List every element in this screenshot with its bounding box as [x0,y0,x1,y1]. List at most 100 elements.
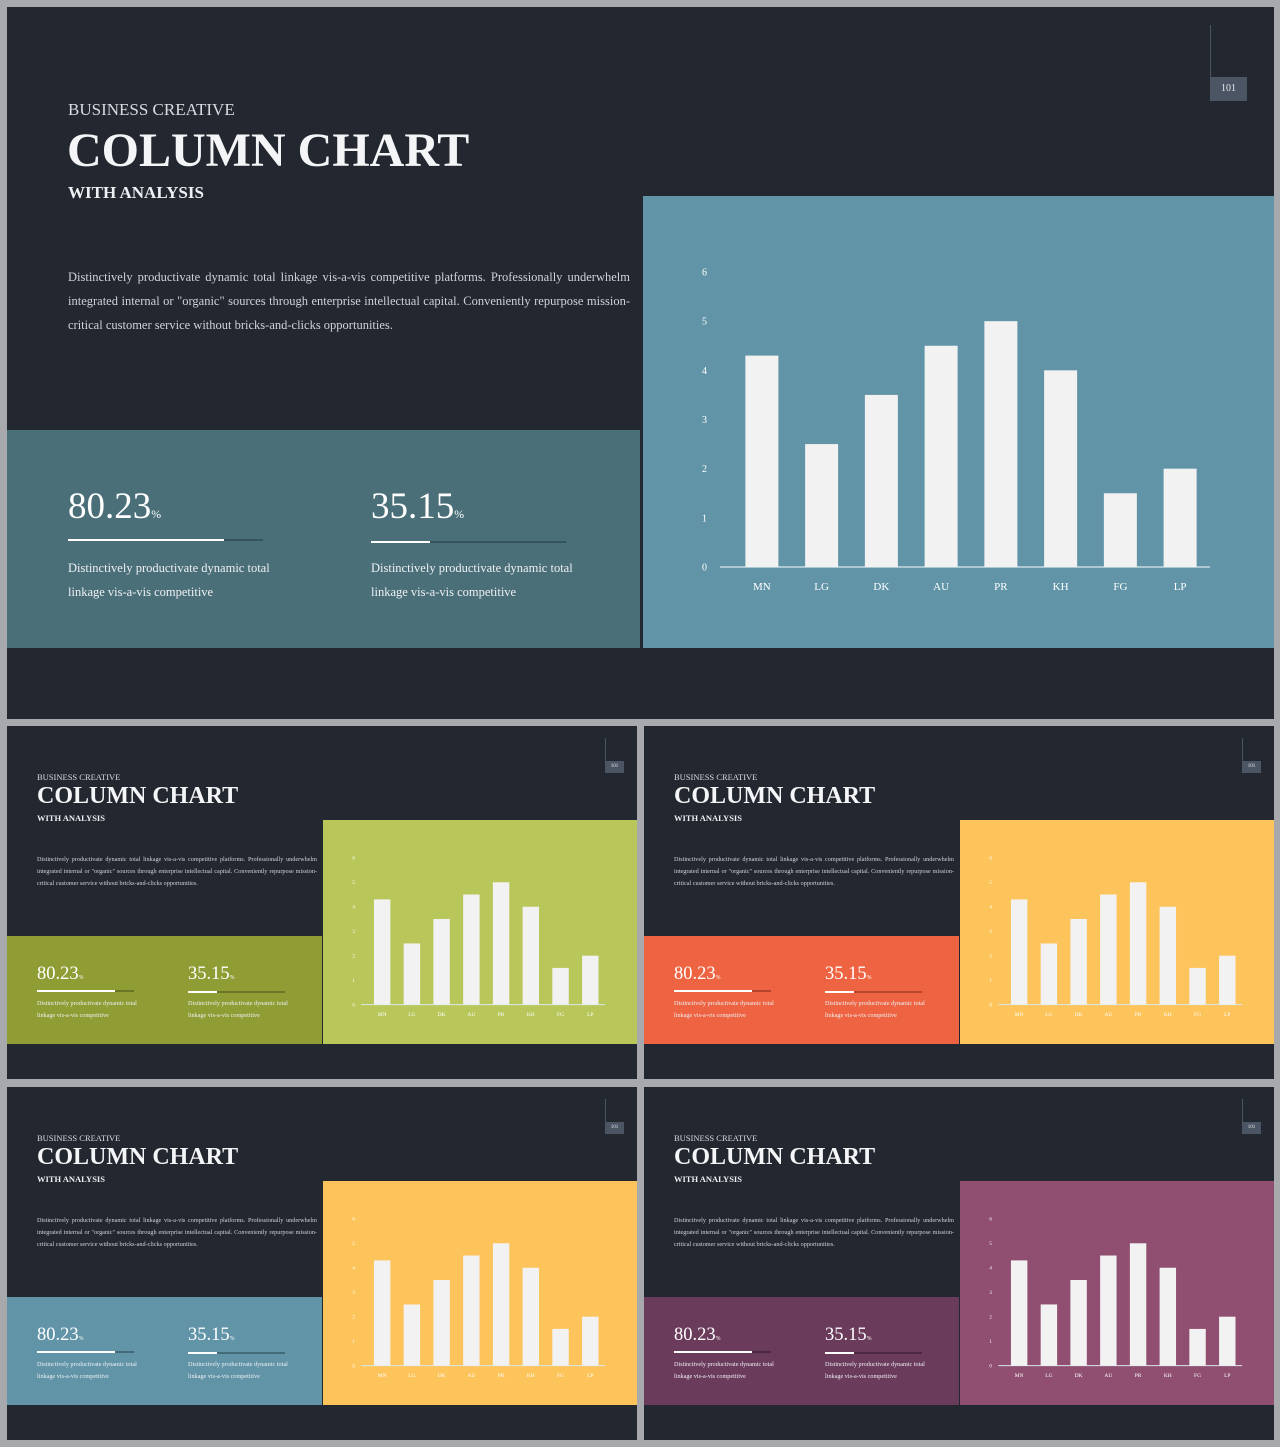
stat-value: 35.15% [825,963,935,989]
bar-mn [1010,899,1028,1005]
bar-dk [1070,918,1087,1005]
x-tick-label: AU [467,1012,475,1018]
bar-au [463,1255,480,1366]
x-tick-label: FG [557,1012,564,1018]
bar-lp [1219,1316,1236,1366]
page-subtitle: WITH ANALYSIS [674,1174,742,1184]
bar-lg [1040,943,1058,1005]
y-tick-label: 1 [352,979,355,984]
stat-unit: % [866,975,872,981]
stat-value: 35.15% [371,485,591,536]
bar-fg [552,1328,569,1366]
y-tick-label: 5 [989,1242,992,1247]
slide-main[interactable]: 101 BUSINESS CREATIVE COLUMN CHART WITH … [7,7,1274,719]
bar-lg [805,444,839,567]
x-tick-label: DK [1075,1012,1083,1018]
bar-pr [1129,1243,1147,1366]
y-tick-label: 1 [702,513,707,524]
y-tick-label: 4 [352,1266,355,1271]
x-tick-label: PR [1135,1012,1142,1018]
progress-track [68,539,263,541]
column-chart: 0 1 2 3 4 5 6 MN LG DK AU PR KH FG LP [352,1218,606,1379]
y-tick-label: 2 [352,1315,355,1320]
bar-dk [433,918,450,1005]
stats-panel: 80.23% Distinctively productivate dynami… [7,430,640,648]
progress-track [37,990,134,992]
stat-unit: % [715,975,721,981]
stat-description: Distinctively productivate dynamic total… [68,561,270,599]
page-subtitle: WITH ANALYSIS [37,813,105,823]
stat-description: Distinctively productivate dynamic total… [371,561,573,599]
chart-panel: 0 1 2 3 4 5 6 MN LG DK AU PR KH FG LP [643,196,1274,648]
column-chart: 0 1 2 3 4 5 6 MN LG DK AU PR KH FG LP [352,857,606,1018]
column-chart: 0 1 2 3 4 5 6 MN LG DK AU PR KH FG LP [989,857,1243,1018]
body-paragraph: Distinctively productivate dynamic total… [674,1217,954,1248]
bar-au [1100,1255,1117,1366]
progress-fill [68,539,224,541]
stat-value: 35.15% [188,963,298,989]
slide-purple[interactable]: 101 BUSINESS CREATIVE COLUMN CHART WITH … [644,1087,1274,1440]
bar-au [924,345,958,567]
stat-value: 80.23% [37,963,147,989]
slide-blue-yellow[interactable]: 101 BUSINESS CREATIVE COLUMN CHART WITH … [7,1087,637,1440]
x-tick-label: MN [378,1373,387,1379]
header-rule [1242,738,1243,772]
stat-block: 80.23% Distinctively productivate dynami… [674,1324,784,1380]
progress-fill [371,541,430,543]
progress-fill [674,990,752,992]
progress-fill [37,990,115,992]
y-tick-label: 4 [989,1266,992,1271]
progress-fill [37,1351,115,1353]
slide-orange[interactable]: 101 BUSINESS CREATIVE COLUMN CHART WITH … [644,726,1274,1079]
y-tick-label: 1 [352,1340,355,1345]
page-number-badge: 101 [605,761,624,773]
x-tick-label: AU [1104,1012,1112,1018]
progress-fill [825,1352,855,1354]
x-tick-label: PR [1135,1373,1142,1379]
bar-fg [1189,967,1206,1005]
slide-green[interactable]: 101 BUSINESS CREATIVE COLUMN CHART WITH … [7,726,637,1079]
bar-mn [373,899,391,1005]
page-number-badge: 101 [1242,761,1261,773]
stat-description: Distinctively productivate dynamic total… [188,1361,288,1380]
chart-panel: 0 1 2 3 4 5 6 MN LG DK AU PR KH FG LP [960,820,1274,1044]
stat-number: 80.23 [68,486,152,527]
page-title: COLUMN CHART [37,783,239,809]
y-tick-label: 0 [352,1003,355,1008]
bar-kh [1159,1267,1177,1366]
header-rule [1210,25,1211,95]
x-tick-label: AU [933,581,949,593]
bar-lp [582,1316,599,1366]
bar-fg [1189,1328,1206,1366]
bar-pr [984,321,1018,567]
progress-track [825,1352,922,1354]
y-tick-label: 3 [702,415,707,426]
column-chart: 0 1 2 3 4 5 6 MN LG DK AU PR KH FG LP [702,268,1210,593]
stat-description: Distinctively productivate dynamic total… [37,1361,137,1380]
y-tick-label: 3 [352,930,355,935]
stat-unit: % [78,1336,84,1342]
bar-dk [864,394,898,567]
stat-block: 35.15% Distinctively productivate dynami… [188,1324,298,1380]
body-paragraph: Distinctively productivate dynamic total… [37,856,317,887]
x-tick-label: MN [1015,1373,1024,1379]
bar-pr [1129,882,1147,1005]
stat-unit: % [715,1336,721,1342]
progress-track [37,1351,134,1353]
y-tick-label: 0 [352,1364,355,1369]
bar-lp [1163,468,1197,567]
x-tick-label: DK [873,581,889,593]
stat-number: 80.23 [37,964,79,984]
y-tick-label: 4 [989,905,992,910]
x-tick-label: DK [1075,1373,1083,1379]
stat-number: 35.15 [371,486,455,527]
eyebrow-text: BUSINESS CREATIVE [674,772,758,782]
stat-description: Distinctively productivate dynamic total… [825,1000,925,1019]
y-tick-label: 4 [352,905,355,910]
page-title: COLUMN CHART [37,1144,239,1170]
eyebrow-text: BUSINESS CREATIVE [37,772,121,782]
eyebrow-text: BUSINESS CREATIVE [37,1133,121,1143]
stat-block: 35.15% Distinctively productivate dynami… [371,485,591,599]
bar-kh [522,1267,540,1366]
stat-block: 80.23% Distinctively productivate dynami… [674,963,784,1019]
